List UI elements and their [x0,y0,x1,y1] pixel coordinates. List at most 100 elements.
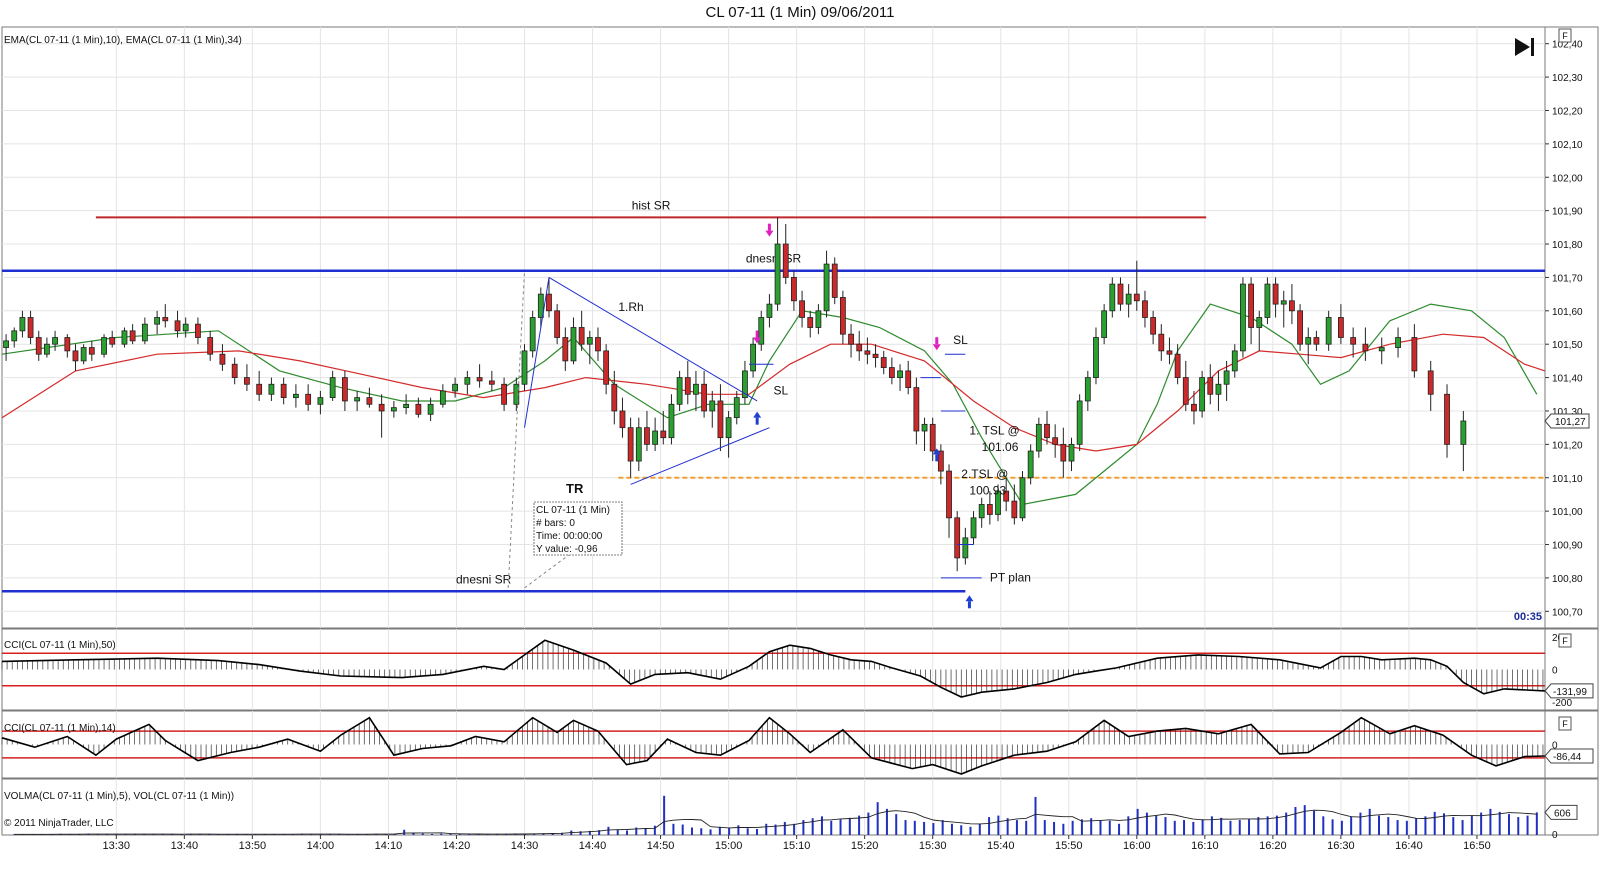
candle[interactable] [1444,384,1450,458]
candle[interactable] [603,344,610,395]
candle[interactable] [129,324,136,345]
candle[interactable] [684,360,691,405]
candle[interactable] [1350,327,1357,358]
candle[interactable] [619,397,626,438]
candle[interactable] [1264,277,1271,325]
candle[interactable] [921,417,928,452]
candle[interactable] [109,330,116,348]
candle[interactable] [872,344,879,368]
candle[interactable] [880,350,887,375]
candle[interactable] [986,491,993,525]
candle[interactable] [1125,284,1132,318]
candle[interactable] [280,377,287,405]
candle[interactable] [1411,324,1418,378]
candle[interactable] [766,294,773,328]
candle[interactable] [1223,360,1230,401]
candle[interactable] [1460,410,1467,472]
candle[interactable] [154,310,161,335]
candle[interactable] [513,377,520,411]
candle[interactable] [823,250,830,318]
candle[interactable] [19,310,26,338]
candle[interactable] [668,394,675,445]
candle[interactable] [750,337,756,378]
candle[interactable] [1093,327,1099,385]
candle[interactable] [1084,370,1091,411]
triangle-line-upper[interactable] [548,276,758,402]
candle[interactable] [80,344,87,365]
candle[interactable] [897,364,903,391]
candle[interactable] [701,370,708,418]
candle[interactable] [529,310,536,358]
candle[interactable] [268,377,275,401]
candle[interactable] [831,257,838,305]
candle[interactable] [231,357,238,385]
candle[interactable] [774,217,781,311]
candle[interactable] [937,444,944,485]
sell-marker-icon[interactable] [932,337,941,351]
candle[interactable] [1117,277,1124,311]
candle[interactable] [121,327,128,348]
candle[interactable] [219,344,226,371]
candle[interactable] [1011,484,1018,525]
measure-line-vertical[interactable] [507,270,525,588]
candle[interactable] [1142,290,1148,328]
candle[interactable] [1207,364,1214,405]
candle[interactable] [1215,370,1222,411]
candle[interactable] [537,287,544,328]
candle[interactable] [390,400,397,418]
candle[interactable] [1166,337,1173,365]
candle[interactable] [1199,370,1206,418]
candle[interactable] [1109,277,1116,318]
candle[interactable] [888,357,895,385]
candle[interactable] [174,310,181,338]
candle[interactable] [1378,337,1385,365]
candle[interactable] [676,370,683,411]
candle[interactable] [354,390,361,411]
candle[interactable] [905,360,912,395]
candle[interactable] [856,330,863,361]
sell-marker-icon[interactable] [765,223,774,237]
candle[interactable] [1019,471,1026,522]
candle[interactable] [195,317,201,345]
candle[interactable] [546,277,552,318]
candle[interactable] [64,334,71,358]
candle[interactable] [35,330,42,361]
candle[interactable] [1289,284,1295,325]
candle[interactable] [929,417,936,462]
cci50-panel-toolbar-button[interactable]: F [1558,633,1572,648]
buy-marker-icon[interactable] [932,448,941,462]
candle[interactable] [44,337,50,358]
candle[interactable] [341,370,348,411]
candle[interactable] [1313,330,1320,351]
price-panel-toolbar-button[interactable]: F [1558,28,1572,43]
candle[interactable] [1076,394,1083,452]
candle[interactable] [501,377,507,411]
candle[interactable] [995,484,1001,522]
candle[interactable] [660,410,667,445]
candle[interactable] [1191,390,1197,425]
candle[interactable] [1280,290,1287,328]
candle[interactable] [1395,327,1401,358]
candle[interactable] [815,304,822,335]
candle[interactable] [1174,344,1181,385]
candle[interactable] [293,384,299,408]
candle[interactable] [1305,327,1312,365]
buy-marker-icon[interactable] [965,595,974,609]
chart-tools[interactable]: F F F [1515,28,1572,731]
candle[interactable] [791,270,797,311]
sell-marker-icon[interactable] [753,330,762,344]
go-to-end-icon[interactable] [1515,38,1534,56]
candle[interactable] [1362,327,1369,361]
candle[interactable] [244,364,250,391]
candle[interactable] [415,397,422,418]
candle[interactable] [570,317,577,365]
candle[interactable] [839,290,846,345]
candle[interactable] [644,410,650,452]
buy-marker-icon[interactable] [753,411,762,425]
candle[interactable] [27,310,34,345]
candle[interactable] [1256,310,1263,351]
candle[interactable] [595,327,601,361]
candle[interactable] [1272,277,1279,318]
candle[interactable] [733,390,740,425]
